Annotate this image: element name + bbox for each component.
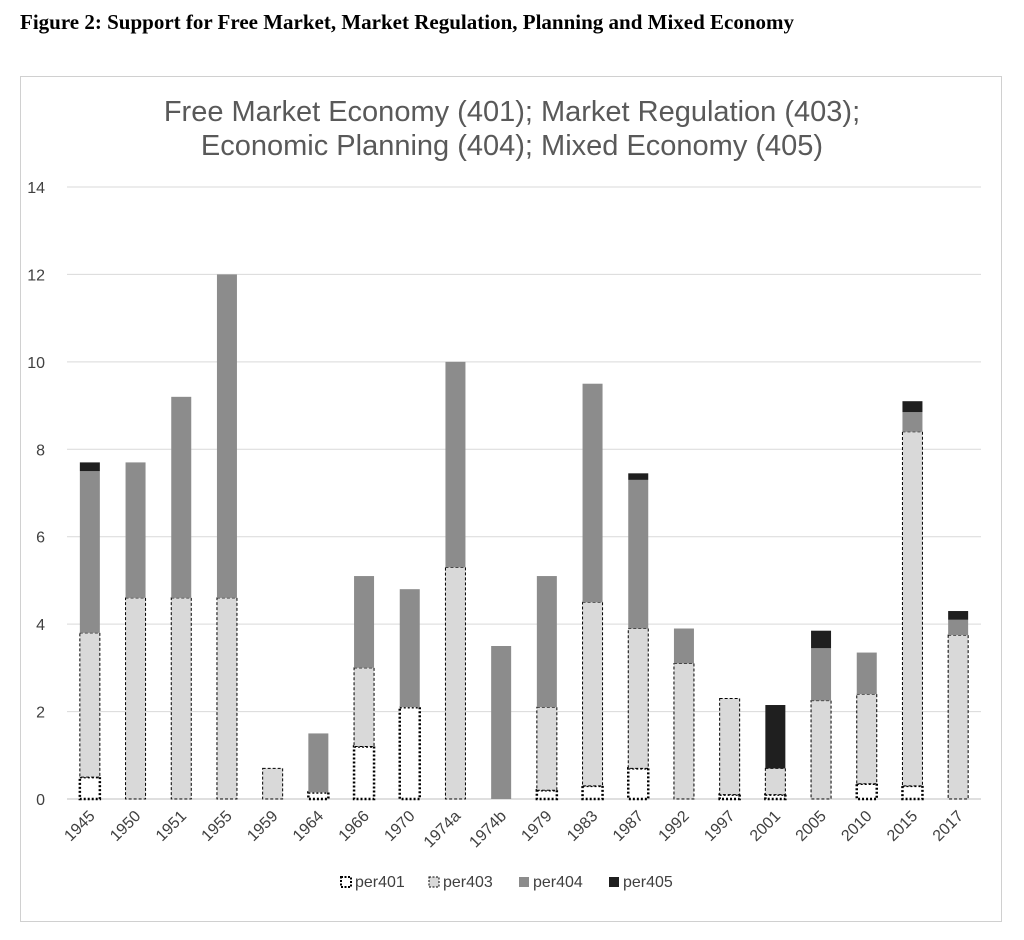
x-tick-label-1966: 1966: [336, 808, 373, 845]
bar-per403-1974a: [444, 566, 466, 800]
y-tick-label: 10: [27, 355, 45, 372]
x-tick-label-2005: 2005: [793, 808, 830, 845]
legend-label-per403: per403: [443, 874, 493, 891]
bar-per403-1959: [262, 767, 284, 800]
bar-per403-1951: [170, 597, 192, 800]
bar-per405-2017: [948, 611, 969, 620]
y-tick-label: 6: [36, 530, 45, 547]
legend-swatch-per403: [428, 876, 440, 888]
x-tick-label-1992: 1992: [656, 808, 693, 845]
bar-per405-2005: [811, 630, 832, 649]
legend-label-per401: per401: [355, 874, 405, 891]
bar-per405-1945: [79, 462, 100, 472]
bar-per401-2015: [901, 784, 924, 801]
x-tick-label-1974a: 1974a: [421, 808, 465, 852]
bar-per404-1974a: [445, 361, 466, 568]
chart-title-line-1: Free Market Economy (401); Market Regula…: [164, 96, 860, 128]
chart-title-line-2: Economic Planning (404); Mixed Economy (…: [201, 130, 823, 162]
legend-swatch-per401: [340, 876, 352, 888]
x-tick-label-1950: 1950: [107, 808, 144, 845]
bar-per403-1966: [353, 667, 375, 748]
bar-per404-1987: [628, 479, 649, 629]
legend-swatch-per405: [609, 877, 619, 887]
bar-per403-2015: [901, 431, 923, 787]
bar-per403-1955: [216, 597, 238, 800]
bar-per403-1992: [673, 662, 695, 800]
bar-per401-1987: [627, 767, 650, 801]
bar-per404-1970: [399, 589, 420, 708]
x-tick-label-2017: 2017: [930, 808, 967, 845]
bar-per401-2010: [855, 782, 878, 801]
figure-caption: Figure 2: Support for Free Market, Marke…: [20, 10, 795, 34]
legend-label-per404: per404: [533, 874, 583, 891]
bar-per401-1945: [78, 775, 102, 801]
y-tick-label: 8: [36, 442, 45, 459]
x-tick-label-2001: 2001: [747, 808, 784, 845]
bar-per403-1987: [627, 628, 649, 769]
y-tick-label: 4: [36, 617, 45, 634]
bar-per405-2001: [765, 705, 786, 769]
bar-per404-1955: [216, 274, 237, 598]
bar-per401-1964: [307, 791, 330, 801]
x-tick-label-1979: 1979: [518, 808, 555, 845]
x-tick-label-1951: 1951: [153, 808, 190, 845]
x-tick-label-1987: 1987: [610, 808, 647, 845]
bar-per404-1945: [79, 471, 100, 633]
x-tick-label-1970: 1970: [381, 808, 418, 845]
y-tick-label: 2: [36, 705, 45, 722]
bar-per401-1970: [398, 705, 421, 801]
x-tick-label-1959: 1959: [244, 808, 281, 845]
y-tick-label: 0: [36, 792, 45, 809]
bar-per401-2001: [764, 793, 787, 801]
x-tick-label-1945: 1945: [61, 808, 98, 845]
x-tick-label-1964: 1964: [290, 808, 327, 845]
bar-per403-2010: [856, 693, 878, 785]
chart-area: Free Market Economy (401); Market Regula…: [20, 76, 1002, 922]
bar-per404-1979: [536, 576, 557, 708]
bar-per403-2017: [947, 634, 969, 800]
bar-per401-1983: [581, 784, 604, 801]
bar-per404-2005: [811, 648, 832, 701]
bar-per404-1950: [125, 462, 146, 598]
bar-per404-2017: [948, 619, 969, 636]
x-tick-label-2015: 2015: [884, 808, 921, 845]
bar-per403-1997: [719, 697, 741, 796]
x-tick-label-1974b: 1974b: [466, 808, 510, 852]
gridlines: [67, 186, 981, 800]
bar-per404-2010: [856, 652, 877, 695]
bar-per403-1950: [125, 597, 147, 800]
bar-per401-1979: [535, 789, 559, 801]
bar-per404-1966: [354, 576, 375, 668]
legend-label-per405: per405: [623, 874, 673, 891]
x-tick-label-1955: 1955: [199, 808, 236, 845]
chart-svg: Free Market Economy (401); Market Regula…: [27, 96, 981, 891]
legend: per401 per403 per404 per405: [340, 874, 673, 891]
y-tick-label: 14: [27, 180, 45, 197]
bar-per403-1945: [79, 632, 101, 778]
bar-per404-1974b: [491, 646, 512, 799]
bar-per403-1983: [582, 601, 604, 787]
bar-per405-1987: [628, 473, 649, 480]
y-tick-label: 12: [27, 267, 45, 284]
bar-per401-1966: [352, 745, 376, 801]
bar-per403-1979: [536, 706, 558, 791]
bar-per404-1983: [582, 383, 603, 603]
legend-swatch-per404: [519, 877, 529, 887]
bar-per404-1964: [308, 733, 329, 793]
x-tick-label-1997: 1997: [701, 808, 738, 845]
bar-per404-1951: [171, 396, 192, 598]
x-tick-label-2010: 2010: [838, 808, 875, 845]
bar-per401-1997: [718, 793, 741, 801]
bar-per403-2005: [810, 700, 832, 800]
bar-per403-2001: [764, 767, 786, 796]
bar-per404-2015: [902, 412, 923, 432]
bar-per405-2015: [902, 401, 923, 413]
bars: [78, 274, 969, 801]
x-tick-label-1983: 1983: [564, 808, 601, 845]
bar-per404-1992: [673, 628, 694, 664]
